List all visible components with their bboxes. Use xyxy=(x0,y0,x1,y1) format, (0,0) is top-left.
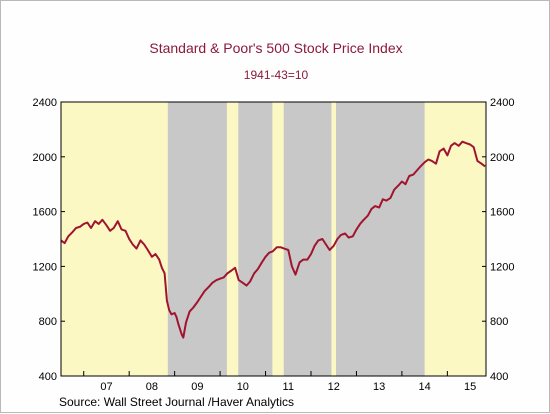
x-tick-label-13: 13 xyxy=(373,381,385,393)
y-tick-label-left-400: 400 xyxy=(39,371,57,383)
x-tick-label-15: 15 xyxy=(464,381,476,393)
shaded-period-1 xyxy=(167,102,227,376)
y-tick-label-right-2400: 2400 xyxy=(490,97,514,109)
y-tick-label-left-1600: 1600 xyxy=(33,207,57,219)
x-tick-label-09: 09 xyxy=(191,381,203,393)
shaded-period-3 xyxy=(283,102,332,376)
series-line-1 xyxy=(60,140,486,339)
shaded-period-2 xyxy=(238,102,273,376)
chart-title: Standard & Poor's 500 Stock Price Index xyxy=(149,40,403,56)
y-tick-label-left-2000: 2000 xyxy=(33,152,57,164)
x-tick-label-14: 14 xyxy=(419,381,431,393)
shaded-period-4 xyxy=(336,102,425,376)
y-tick-label-right-2000: 2000 xyxy=(490,152,514,164)
chart-subtitle: 1941-43=10 xyxy=(243,68,309,82)
y-tick-label-left-2400: 2400 xyxy=(33,97,57,109)
y-tick-label-right-400: 400 xyxy=(490,371,508,383)
y-tick-label-right-1200: 1200 xyxy=(490,261,514,273)
x-tick-label-11: 11 xyxy=(283,381,294,393)
y-tick-label-right-800: 800 xyxy=(490,316,508,328)
y-tick-label-right-1600: 1600 xyxy=(490,207,514,219)
x-tick-label-07: 07 xyxy=(100,381,112,393)
plot-border xyxy=(60,101,487,377)
x-tick-label-12: 12 xyxy=(328,381,340,393)
source-note: Source: Wall Street Journal /Haver Analy… xyxy=(59,395,294,409)
x-tick-label-10: 10 xyxy=(237,381,249,393)
y-tick-label-left-800: 800 xyxy=(39,316,57,328)
x-tick-label-08: 08 xyxy=(146,381,158,393)
y-tick-label-left-1200: 1200 xyxy=(33,261,57,273)
